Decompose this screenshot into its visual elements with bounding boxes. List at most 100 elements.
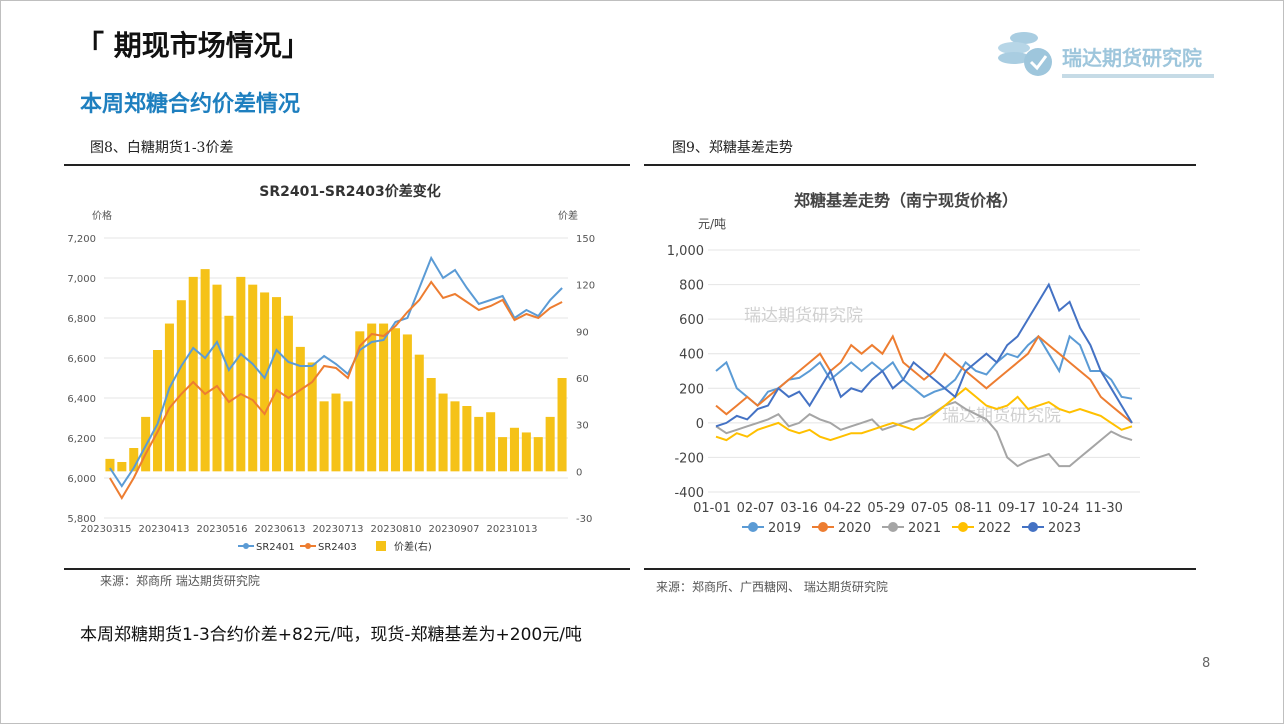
spread-bar — [105, 458, 115, 472]
x-tick-label: 05-29 — [867, 501, 905, 516]
spread-bar — [462, 406, 472, 472]
logo-text: 瑞达期货研究院 — [1062, 46, 1202, 70]
y-left-tick-label: 6,600 — [67, 354, 96, 365]
legend-marker — [818, 522, 828, 532]
spread-bar — [319, 401, 329, 472]
page-number: 8 — [1202, 656, 1211, 671]
x-tick-label: 20230907 — [429, 524, 480, 535]
y-tick-label: -200 — [674, 451, 704, 466]
spread-bar — [355, 331, 365, 472]
figure-8-top-rule — [64, 164, 630, 166]
figure-8-bottom-rule — [64, 568, 630, 570]
spread-bar — [414, 354, 424, 472]
legend-marker — [243, 543, 249, 549]
legend-marker — [748, 522, 758, 532]
legend-swatch — [376, 541, 386, 551]
y-tick-label: 600 — [679, 313, 704, 328]
spread-bar — [426, 378, 436, 472]
figure-8-source: 来源：郑商所 瑞达期货研究院 — [100, 574, 260, 588]
spread-bar — [271, 297, 282, 472]
x-tick-label: 09-17 — [998, 501, 1036, 516]
x-tick-label: 11-30 — [1085, 501, 1123, 516]
x-tick-label: 20230413 — [139, 524, 190, 535]
spread-bar — [129, 448, 139, 472]
x-tick-label: 20230516 — [197, 524, 248, 535]
spread-bar — [438, 393, 448, 472]
spread-bar — [557, 378, 567, 472]
legend-marker — [1028, 522, 1038, 532]
x-tick-label: 02-07 — [737, 501, 775, 516]
spread-bar — [545, 416, 555, 472]
y-tick-label: 400 — [679, 348, 704, 363]
y-right-tick-label: 30 — [576, 421, 589, 432]
x-tick-label: 08-11 — [954, 501, 992, 516]
y-axis-right-label: 价差 — [558, 209, 578, 222]
page-title: 「 期现市场情况」 — [76, 29, 310, 62]
x-tick-label: 20230315 — [81, 524, 132, 535]
y-tick-label: 200 — [679, 382, 704, 397]
x-tick-label: 07-05 — [911, 501, 949, 516]
legend-marker — [888, 522, 898, 532]
spread-bar — [498, 437, 508, 472]
spread-bar — [295, 346, 305, 472]
legend-label: 2021 — [908, 521, 941, 536]
spread-bar — [260, 292, 270, 472]
legend-label: SR2403 — [318, 542, 357, 553]
legend-marker — [305, 543, 311, 549]
y-tick-label: 1,000 — [667, 244, 704, 259]
spread-bar — [331, 393, 341, 472]
figure-8-caption: 图8、白糖期货1-3价差 — [90, 140, 234, 156]
legend-label: 价差(右) — [394, 540, 432, 553]
legend-marker — [958, 522, 968, 532]
page-subtitle: 本周郑糖合约价差情况 — [80, 92, 301, 117]
spread-bar — [164, 323, 174, 472]
x-tick-label: 01-01 — [693, 501, 731, 516]
y-right-tick-label: 0 — [576, 467, 582, 478]
spread-bar — [236, 276, 246, 472]
y-right-tick-label: 150 — [576, 234, 595, 245]
y-right-tick-label: 120 — [576, 281, 595, 292]
y-left-tick-label: 6,800 — [67, 314, 96, 325]
x-tick-label: 20230810 — [371, 524, 422, 535]
x-tick-label: 03-16 — [780, 501, 818, 516]
summary-text: 本周郑糖期货1-3合约价差+82元/吨，现货-郑糖基差为+200元/吨 — [80, 625, 582, 645]
x-tick-label: 04-22 — [824, 501, 862, 516]
y-axis-left-label: 价格 — [92, 209, 112, 222]
y-right-tick-label: -30 — [576, 514, 592, 525]
line-2021 — [715, 400, 1133, 468]
figure-9-bottom-rule — [644, 568, 1196, 570]
legend-label: 2019 — [768, 521, 801, 536]
spread-bar — [212, 284, 222, 472]
spread-bar — [390, 328, 401, 472]
coin-stack-icon — [998, 32, 1052, 76]
chart-watermark: 瑞达期货研究院 — [744, 306, 863, 326]
legend-label: 2020 — [838, 521, 871, 536]
y-right-tick-label: 60 — [576, 374, 589, 385]
spread-bar — [248, 284, 258, 472]
chart-title: SR2401-SR2403价差变化 — [259, 183, 440, 200]
y-left-tick-label: 7,200 — [67, 234, 96, 245]
spread-bar — [188, 276, 198, 472]
y-left-tick-label: 6,000 — [67, 474, 96, 485]
y-tick-label: -400 — [674, 486, 704, 501]
spread-bar — [117, 462, 127, 472]
line-2023 — [715, 282, 1133, 428]
figure-9-source: 来源：郑商所、广西糖网、 瑞达期货研究院 — [656, 580, 888, 594]
legend-label: 2023 — [1048, 521, 1081, 536]
spread-bar — [402, 334, 412, 472]
chart-watermark: 瑞达期货研究院 — [942, 406, 1061, 426]
spread-bar — [153, 350, 163, 472]
y-left-tick-label: 5,800 — [67, 514, 96, 525]
x-tick-label: 20231013 — [487, 524, 538, 535]
spread-bar — [283, 315, 293, 472]
spread-bar — [343, 401, 353, 472]
spread-bar — [533, 437, 543, 472]
spread-bar — [307, 362, 317, 472]
x-tick-label: 20230613 — [255, 524, 306, 535]
spread-bar — [450, 401, 460, 472]
spread-bar — [176, 300, 186, 472]
x-tick-label: 10-24 — [1042, 501, 1080, 516]
y-tick-label: 800 — [679, 279, 704, 294]
company-logo: 瑞达期货研究院 — [996, 26, 1218, 82]
spread-bar — [367, 323, 377, 472]
